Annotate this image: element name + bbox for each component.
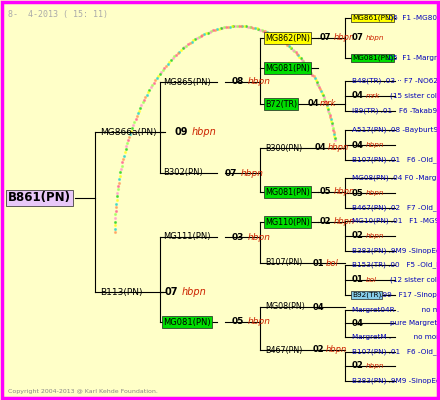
Text: 02: 02 — [320, 218, 332, 226]
Text: 01: 01 — [352, 276, 364, 284]
Text: hbpn: hbpn — [192, 127, 217, 137]
Text: 8-  4-2013 ( 15: 11): 8- 4-2013 ( 15: 11) — [8, 10, 108, 19]
Text: 09: 09 — [174, 127, 187, 137]
Text: 08: 08 — [232, 78, 244, 86]
Text: 07: 07 — [320, 34, 331, 42]
Text: B107(PN) .01   F6 -Old_Lady: B107(PN) .01 F6 -Old_Lady — [352, 349, 440, 355]
Text: MG081(PN): MG081(PN) — [265, 64, 310, 72]
Text: 04: 04 — [308, 100, 319, 108]
Text: hbpn: hbpn — [366, 35, 385, 41]
Text: pure Margret's Hive No 8: pure Margret's Hive No 8 — [390, 320, 440, 326]
Text: B467(PN) .02   F7 -Old_Lady: B467(PN) .02 F7 -Old_Lady — [352, 205, 440, 211]
Text: MG111(PN): MG111(PN) — [163, 232, 210, 242]
Text: 05: 05 — [232, 318, 244, 326]
Text: B467(PN): B467(PN) — [265, 346, 302, 354]
Text: hbpn: hbpn — [334, 218, 355, 226]
Text: hbpn: hbpn — [334, 188, 355, 196]
Text: .05  F1 -Margret04R: .05 F1 -Margret04R — [384, 55, 440, 61]
Text: B107(PN): B107(PN) — [265, 258, 302, 268]
Text: bol: bol — [366, 277, 377, 283]
Text: MG10(PN) .01   F1 -MG99R: MG10(PN) .01 F1 -MG99R — [352, 218, 440, 224]
Text: (12 sister colonies): (12 sister colonies) — [390, 277, 440, 283]
Text: MG08(PN): MG08(PN) — [265, 302, 305, 312]
Text: hbpn: hbpn — [366, 233, 385, 239]
Text: B153(TR) .00   F5 -Old_Lady: B153(TR) .00 F5 -Old_Lady — [352, 262, 440, 268]
Text: 02: 02 — [352, 362, 364, 370]
Text: B107(PN) .01   F6 -Old_Lady: B107(PN) .01 F6 -Old_Lady — [352, 157, 440, 163]
Text: B300(PN): B300(PN) — [265, 144, 302, 152]
Text: 07: 07 — [164, 287, 177, 297]
Text: hbpn: hbpn — [326, 346, 347, 354]
Text: hbpn: hbpn — [328, 144, 349, 152]
Text: 07: 07 — [352, 34, 364, 42]
Text: B861(PN): B861(PN) — [8, 192, 71, 204]
Text: MG08(PN) .04 F0 -Margret04R: MG08(PN) .04 F0 -Margret04R — [352, 175, 440, 181]
Text: 03: 03 — [232, 232, 244, 242]
Text: hbpn: hbpn — [241, 168, 264, 178]
Text: 07: 07 — [225, 168, 238, 178]
Text: MG862(PN): MG862(PN) — [265, 34, 310, 42]
Text: 04: 04 — [352, 92, 364, 100]
Text: B383(PN) .9M9 -SinopEgg86R: B383(PN) .9M9 -SinopEgg86R — [352, 248, 440, 254]
Text: hbpn: hbpn — [366, 363, 385, 369]
Text: hbpn: hbpn — [182, 287, 207, 297]
Text: B92(TR): B92(TR) — [352, 292, 381, 298]
Text: B302(PN): B302(PN) — [163, 168, 203, 178]
Text: I89(TR) .01   F6 -Takab93aR: I89(TR) .01 F6 -Takab93aR — [352, 108, 440, 114]
Text: MG866a(PN): MG866a(PN) — [100, 128, 157, 136]
Text: B72(TR): B72(TR) — [265, 100, 297, 108]
Text: A517(PN) .08 -Bayburt98-3R: A517(PN) .08 -Bayburt98-3R — [352, 127, 440, 133]
Text: 04: 04 — [352, 140, 364, 150]
Text: B383(PN) .9M9 -SinopEgg86R: B383(PN) .9M9 -SinopEgg86R — [352, 378, 440, 384]
Text: 04: 04 — [313, 302, 325, 312]
Text: Margret04R .          no more: Margret04R . no more — [352, 307, 440, 313]
Text: hbpn: hbpn — [366, 190, 385, 196]
Text: MargretM .          no more: MargretM . no more — [352, 334, 440, 340]
Text: hbpn: hbpn — [248, 318, 271, 326]
Text: MG081(PN): MG081(PN) — [265, 188, 310, 196]
Text: 02: 02 — [313, 346, 325, 354]
Text: hbpn: hbpn — [248, 232, 271, 242]
Text: 04: 04 — [315, 144, 326, 152]
Text: 05: 05 — [320, 188, 332, 196]
Text: (15 sister colonies): (15 sister colonies) — [390, 93, 440, 99]
Text: Copyright 2004-2013 @ Karl Kehde Foundation.: Copyright 2004-2013 @ Karl Kehde Foundat… — [8, 389, 158, 394]
Text: MG081(PN): MG081(PN) — [163, 318, 211, 326]
Text: 01: 01 — [313, 258, 325, 268]
Text: 04: 04 — [352, 318, 364, 328]
Text: hbpn: hbpn — [366, 142, 385, 148]
Text: 05: 05 — [352, 188, 364, 198]
Text: .06  F1 -MG806-Q: .06 F1 -MG806-Q — [384, 15, 440, 21]
Text: MG081(PN): MG081(PN) — [352, 55, 393, 61]
Text: MG861(PN): MG861(PN) — [352, 15, 393, 21]
Text: B48(TR) .03 ·· F7 -NO6294R: B48(TR) .03 ·· F7 -NO6294R — [352, 78, 440, 84]
Text: .99   F17 -Sinop62R: .99 F17 -Sinop62R — [378, 292, 440, 298]
Text: mrk: mrk — [366, 93, 380, 99]
Text: MG865(PN): MG865(PN) — [163, 78, 211, 86]
Text: hbpn: hbpn — [248, 78, 271, 86]
Text: B113(PN): B113(PN) — [100, 288, 143, 296]
Text: mrk: mrk — [320, 100, 337, 108]
Text: MG110(PN): MG110(PN) — [265, 218, 310, 226]
Text: 02: 02 — [352, 232, 364, 240]
Text: bol: bol — [326, 258, 339, 268]
Text: hbpn: hbpn — [334, 34, 355, 42]
